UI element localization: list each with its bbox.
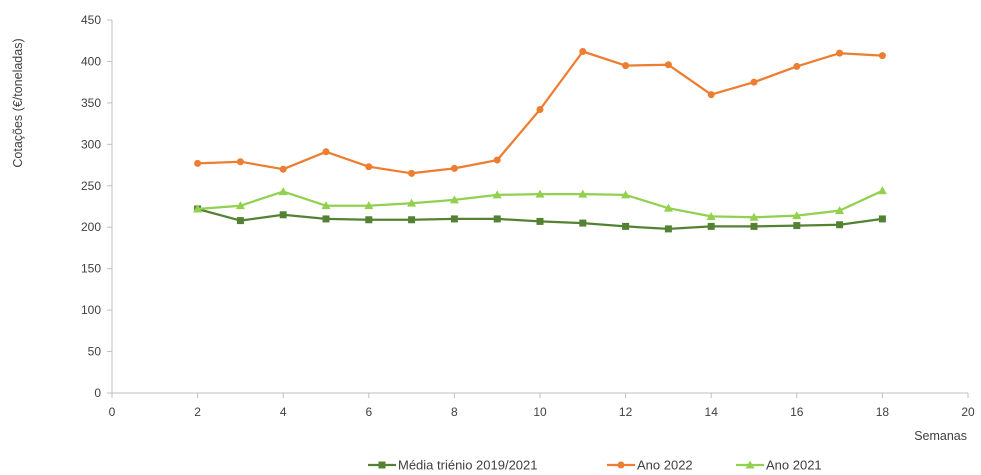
- data-point: [322, 148, 330, 156]
- legend: Média triénio 2019/2021 Ano 2022 Ano 2021: [368, 458, 822, 473]
- data-point: [536, 217, 544, 225]
- x-tick-label: 8: [451, 405, 458, 419]
- data-point: [707, 222, 715, 230]
- x-tick-label: 14: [705, 405, 719, 419]
- data-point: [877, 186, 887, 195]
- data-point: [236, 158, 244, 166]
- y-tick-label: 450: [81, 13, 101, 27]
- data-point: [449, 195, 459, 204]
- legend-item: Ano 2022: [607, 458, 693, 473]
- y-tick-label: 100: [81, 303, 101, 317]
- x-tick-label: 4: [280, 405, 287, 419]
- y-tick-label: 50: [88, 345, 102, 359]
- data-point: [836, 221, 844, 229]
- y-tick-label: 200: [81, 220, 101, 234]
- data-point: [664, 225, 672, 233]
- series-layer: [193, 47, 887, 233]
- data-point: [322, 215, 330, 223]
- legend-item: Ano 2021: [736, 458, 822, 473]
- x-tick-label: 10: [533, 405, 547, 419]
- data-point: [365, 163, 373, 171]
- data-point: [493, 156, 501, 164]
- series-3: [193, 186, 887, 221]
- x-tick-label: 20: [961, 405, 975, 419]
- data-point: [707, 91, 715, 99]
- y-axis-title: Cotações (€/toneladas): [11, 38, 25, 167]
- x-tick-label: 0: [109, 405, 116, 419]
- y-tick-label: 300: [81, 137, 101, 151]
- data-point: [579, 47, 587, 55]
- legend-label: Ano 2022: [637, 458, 693, 473]
- data-point: [835, 206, 845, 215]
- data-point: [450, 164, 458, 172]
- y-tick-label: 400: [81, 54, 101, 68]
- data-point: [279, 165, 287, 173]
- data-point: [622, 62, 630, 70]
- legend-marker: [378, 461, 386, 469]
- data-point: [836, 49, 844, 57]
- axes: 0 50 100 150 200 250 300 350 400 450 0 2 4 6 8 10 12 14 16…: [81, 13, 975, 419]
- data-point: [236, 217, 244, 225]
- data-point: [365, 216, 373, 224]
- legend-label: Ano 2021: [766, 458, 822, 473]
- series-1: [194, 205, 886, 233]
- series-2: [194, 47, 886, 177]
- data-point: [750, 222, 758, 230]
- data-point: [793, 222, 801, 230]
- data-point: [878, 215, 886, 223]
- data-point: [407, 198, 417, 207]
- data-point: [321, 201, 331, 210]
- y-tick-label: 0: [94, 386, 101, 400]
- legend-item: Média triénio 2019/2021: [368, 458, 538, 473]
- data-point: [878, 52, 886, 60]
- x-axis-title: Semanas: [914, 429, 967, 443]
- data-point: [622, 222, 630, 230]
- data-point: [793, 62, 801, 70]
- y-tick-label: 350: [81, 96, 101, 110]
- data-point: [364, 201, 374, 210]
- x-tick-label: 6: [365, 405, 372, 419]
- data-point: [193, 204, 203, 213]
- data-point: [408, 169, 416, 177]
- data-point: [579, 219, 587, 227]
- legend-label: Média triénio 2019/2021: [398, 458, 538, 473]
- legend-marker: [617, 461, 625, 469]
- data-point: [492, 190, 502, 199]
- x-tick-label: 12: [619, 405, 633, 419]
- data-point: [535, 189, 545, 198]
- x-tick-label: 2: [194, 405, 201, 419]
- data-point: [408, 216, 416, 224]
- data-point: [664, 61, 672, 69]
- data-point: [536, 106, 544, 114]
- data-point: [792, 211, 802, 220]
- data-point: [279, 211, 287, 219]
- y-tick-label: 150: [81, 262, 101, 276]
- y-tick-label: 250: [81, 179, 101, 193]
- data-point: [278, 187, 288, 196]
- data-point: [750, 78, 758, 86]
- legend-marker: [745, 460, 755, 469]
- data-point: [578, 189, 588, 198]
- data-point: [621, 190, 631, 199]
- data-point: [235, 201, 245, 210]
- data-point: [194, 159, 202, 167]
- data-point: [493, 215, 501, 223]
- x-tick-label: 18: [876, 405, 890, 419]
- data-point: [450, 215, 458, 223]
- data-point: [663, 203, 673, 212]
- x-tick-label: 16: [790, 405, 804, 419]
- data-point: [749, 212, 759, 221]
- data-point: [706, 211, 716, 220]
